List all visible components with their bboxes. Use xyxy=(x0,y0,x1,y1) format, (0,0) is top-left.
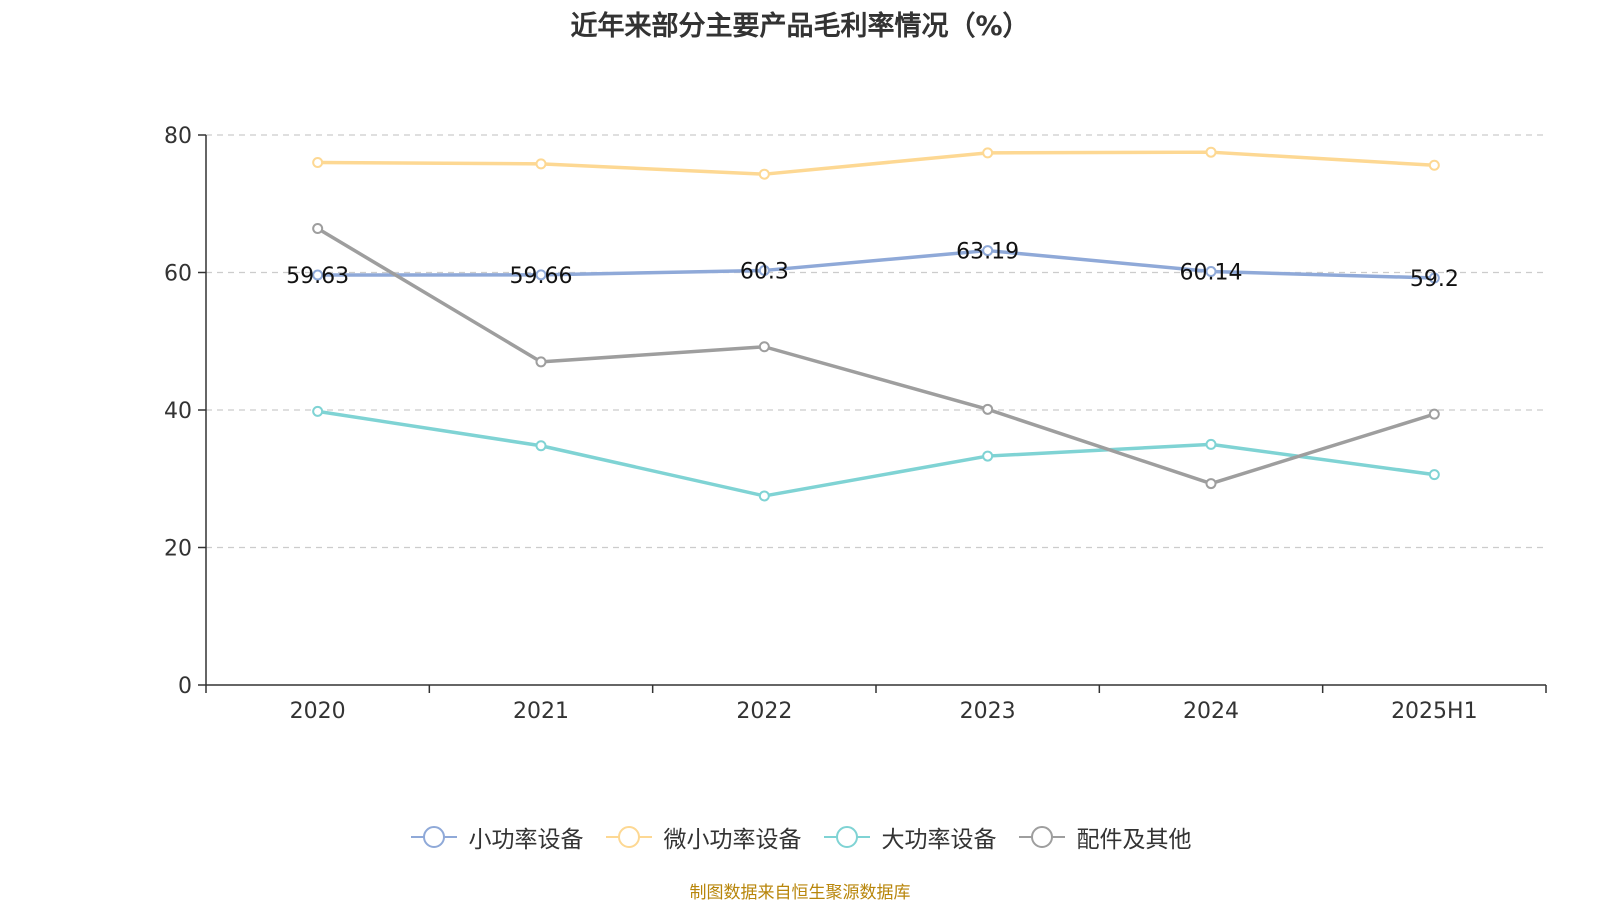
data-point xyxy=(535,440,547,452)
data-point xyxy=(535,269,547,281)
data-point xyxy=(1205,438,1217,450)
series-line xyxy=(317,409,1435,498)
y-tick-label: 80 xyxy=(164,124,192,149)
y-tick-label: 0 xyxy=(178,674,192,699)
x-tick-label: 2022 xyxy=(736,699,792,724)
source-note: 制图数据来自恒生聚源数据库 xyxy=(689,883,911,903)
legend-swatch-icon xyxy=(823,826,870,848)
x-tick-label: 2025H1 xyxy=(1391,699,1478,724)
x-tick-label: 2021 xyxy=(513,699,569,724)
y-tick-label: 60 xyxy=(164,262,192,287)
data-point xyxy=(1428,469,1440,481)
line-chart: 0 20 40 60 80 2020 2021 2022 2023 2024 2025H1 59.6… xyxy=(164,124,1547,724)
legend-item[interactable]: 小功率设备 xyxy=(409,820,584,854)
data-point xyxy=(312,223,324,234)
legend-swatch-icon xyxy=(410,826,457,848)
legend-swatch-icon xyxy=(1018,826,1065,848)
series-line xyxy=(317,150,1435,176)
data-label: 60.14 xyxy=(1180,261,1243,286)
legend-label: 小功率设备 xyxy=(468,827,584,853)
data-point xyxy=(1428,272,1440,284)
axes: 0 20 40 60 80 2020 2021 2022 2023 2024 2025H1 xyxy=(164,124,1547,724)
x-tick-label: 2024 xyxy=(1183,699,1239,724)
data-point xyxy=(1205,146,1217,158)
series-line xyxy=(317,248,1435,280)
data-point xyxy=(312,405,324,417)
series-line xyxy=(316,226,1435,486)
data-point xyxy=(312,157,324,168)
data-labels: 59.63 59.66 60.3 63.19 60.14 59.2 xyxy=(286,240,1459,292)
legend-item[interactable]: 微小功率设备 xyxy=(604,820,802,854)
y-tick-label: 40 xyxy=(164,399,192,424)
data-point xyxy=(535,158,547,170)
legend-label: 微小功率设备 xyxy=(663,827,802,853)
data-point xyxy=(535,356,547,368)
legend-label: 配件及其他 xyxy=(1076,827,1192,853)
y-tick-label: 20 xyxy=(164,537,192,562)
data-point xyxy=(1428,408,1440,420)
data-point xyxy=(982,147,994,159)
data-point xyxy=(982,450,994,462)
data-point xyxy=(758,341,770,353)
data-point xyxy=(312,269,324,281)
legend: 小功率设备 微小功率设备 大功率设备 配件及其他 xyxy=(0,820,1600,854)
data-point xyxy=(1205,478,1217,490)
data-point xyxy=(758,168,770,180)
data-point xyxy=(758,264,770,276)
data-point xyxy=(758,490,770,502)
x-tick-label: 2020 xyxy=(290,699,346,724)
x-tick-label: 2023 xyxy=(960,699,1016,724)
data-label: 59.2 xyxy=(1410,267,1459,292)
chart-title: 近年来部分主要产品毛利率情况（%） xyxy=(570,11,1030,42)
data-label: 59.66 xyxy=(510,264,573,289)
data-label: 59.63 xyxy=(286,264,349,289)
series-lines xyxy=(312,146,1440,502)
data-point xyxy=(982,403,994,415)
legend-swatch-icon xyxy=(605,826,652,848)
data-label: 60.3 xyxy=(740,259,789,284)
legend-item[interactable]: 大功率设备 xyxy=(822,820,997,854)
data-point xyxy=(1428,159,1440,171)
data-label: 63.19 xyxy=(956,240,1019,265)
grid-lines xyxy=(206,134,1546,549)
data-point xyxy=(1205,266,1217,278)
legend-label: 大功率设备 xyxy=(881,827,997,853)
data-point xyxy=(982,245,994,257)
legend-item[interactable]: 配件及其他 xyxy=(1017,820,1192,854)
